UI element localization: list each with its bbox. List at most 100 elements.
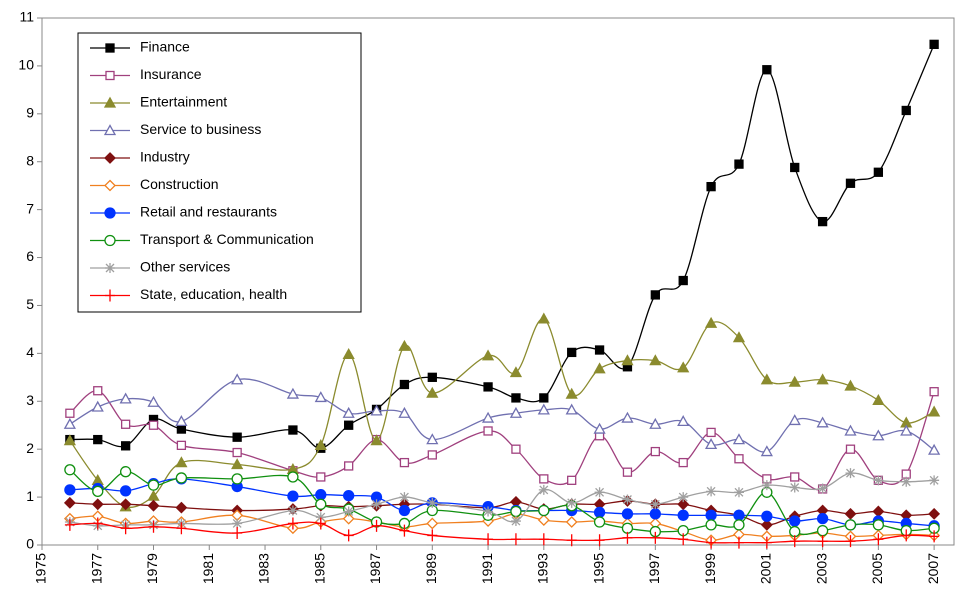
marker bbox=[872, 505, 885, 518]
marker bbox=[873, 167, 884, 177]
x-tick-label: 1979 bbox=[144, 553, 160, 584]
marker bbox=[873, 475, 884, 486]
marker bbox=[483, 533, 494, 546]
legend-marker bbox=[104, 234, 116, 247]
marker bbox=[398, 504, 411, 517]
marker bbox=[539, 474, 549, 484]
marker bbox=[538, 484, 549, 495]
series bbox=[64, 517, 940, 549]
marker bbox=[426, 433, 439, 445]
marker bbox=[287, 490, 299, 502]
marker bbox=[342, 406, 355, 418]
marker bbox=[621, 508, 634, 520]
legend-label: Insurance bbox=[140, 66, 202, 82]
marker bbox=[929, 530, 940, 543]
marker bbox=[232, 432, 242, 442]
marker bbox=[788, 414, 801, 426]
marker bbox=[398, 339, 411, 351]
y-tick-label: 10 bbox=[18, 57, 34, 73]
marker bbox=[538, 504, 550, 517]
marker bbox=[900, 424, 913, 436]
marker bbox=[762, 65, 772, 75]
marker bbox=[789, 482, 800, 493]
marker bbox=[371, 499, 382, 510]
legend-label: Retail and restaurants bbox=[140, 204, 277, 220]
marker bbox=[678, 533, 689, 546]
marker bbox=[789, 535, 800, 548]
marker bbox=[147, 499, 160, 512]
marker bbox=[901, 105, 911, 116]
marker bbox=[175, 415, 188, 427]
marker bbox=[232, 527, 243, 540]
marker bbox=[343, 506, 354, 517]
marker bbox=[426, 386, 439, 398]
marker bbox=[120, 441, 131, 451]
marker bbox=[481, 349, 495, 361]
marker bbox=[928, 507, 941, 520]
marker bbox=[91, 498, 104, 511]
marker bbox=[92, 517, 103, 530]
marker bbox=[231, 473, 243, 485]
marker bbox=[399, 492, 410, 503]
x-tick-label: 2001 bbox=[758, 553, 774, 584]
y-tick-label: 5 bbox=[26, 296, 34, 312]
series bbox=[63, 373, 941, 457]
marker bbox=[64, 484, 76, 496]
marker bbox=[593, 506, 606, 519]
marker bbox=[650, 446, 660, 457]
x-tick-label: 2003 bbox=[813, 553, 829, 584]
y-tick-label: 7 bbox=[26, 200, 34, 216]
marker bbox=[844, 424, 857, 436]
marker bbox=[314, 439, 327, 450]
marker bbox=[148, 420, 159, 430]
marker bbox=[315, 498, 327, 510]
y-tick-label: 3 bbox=[26, 392, 34, 408]
marker bbox=[63, 496, 76, 509]
marker bbox=[816, 416, 829, 428]
series bbox=[63, 312, 941, 512]
marker bbox=[760, 445, 773, 457]
marker bbox=[314, 391, 327, 403]
x-tick-label: 1975 bbox=[33, 553, 49, 584]
marker bbox=[175, 456, 188, 468]
marker bbox=[733, 487, 744, 498]
marker bbox=[510, 533, 521, 546]
marker bbox=[371, 519, 382, 532]
legend-label: State, education, health bbox=[140, 286, 287, 302]
marker bbox=[63, 434, 76, 446]
marker bbox=[370, 404, 383, 416]
marker bbox=[315, 512, 326, 523]
x-tick-label: 1987 bbox=[367, 553, 383, 584]
marker bbox=[64, 518, 75, 531]
marker bbox=[706, 181, 716, 192]
series-line bbox=[69, 521, 935, 544]
marker bbox=[566, 497, 577, 508]
marker bbox=[65, 408, 75, 418]
marker bbox=[845, 468, 856, 479]
marker bbox=[844, 379, 857, 391]
marker bbox=[760, 373, 773, 385]
legend-marker bbox=[104, 179, 116, 192]
marker bbox=[706, 427, 716, 438]
marker bbox=[510, 505, 522, 518]
marker bbox=[816, 524, 829, 537]
marker bbox=[509, 406, 523, 418]
marker bbox=[734, 454, 744, 464]
marker bbox=[342, 347, 355, 359]
x-tick-label: 2007 bbox=[925, 553, 941, 584]
marker bbox=[593, 362, 606, 374]
x-tick-label: 1981 bbox=[200, 553, 216, 584]
marker bbox=[928, 443, 941, 455]
marker bbox=[593, 422, 606, 434]
series bbox=[64, 468, 940, 531]
marker bbox=[119, 498, 132, 511]
x-tick-label: 1983 bbox=[256, 553, 272, 584]
marker bbox=[537, 312, 550, 324]
y-tick-label: 0 bbox=[26, 536, 34, 552]
marker bbox=[287, 471, 299, 483]
legend-label: Transport & Communication bbox=[140, 231, 314, 247]
marker bbox=[565, 516, 578, 528]
legend-label: Service to business bbox=[140, 121, 261, 137]
marker bbox=[621, 411, 634, 423]
marker bbox=[649, 354, 662, 366]
